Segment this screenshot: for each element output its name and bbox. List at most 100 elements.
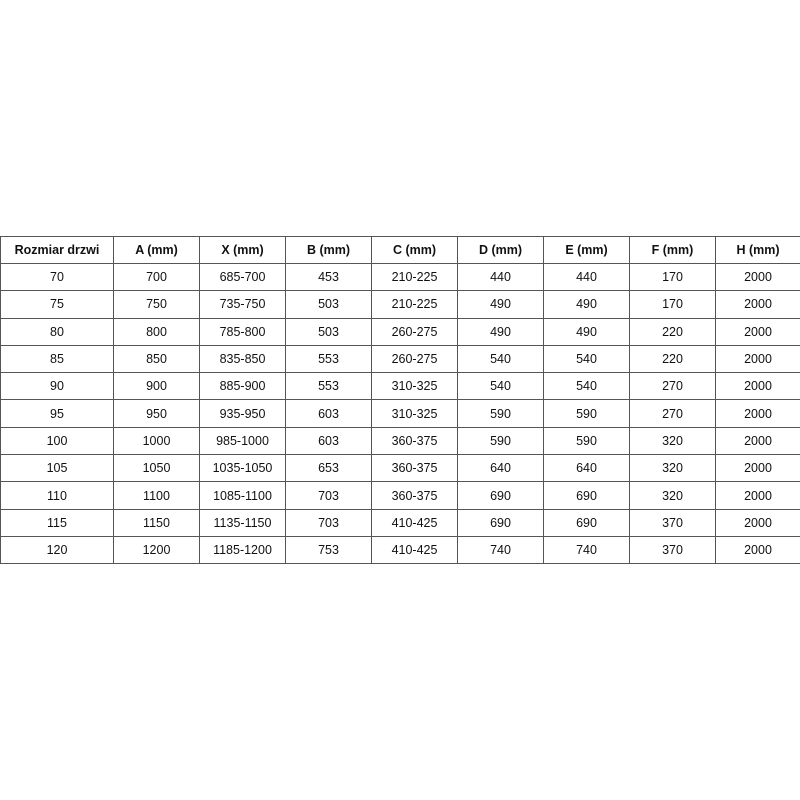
table-cell: 690 (457, 481, 544, 510)
column-header: E (mm) (543, 236, 630, 264)
table-cell: 410-425 (371, 535, 458, 565)
table-cell: 370 (629, 508, 716, 537)
table-cell: 1085-1100 (199, 481, 286, 510)
table-cell: 735-750 (199, 290, 286, 319)
table-cell: 220 (629, 344, 716, 374)
table-cell: 603 (285, 399, 372, 428)
table-cell: 210-225 (371, 262, 458, 292)
table-cell: 540 (457, 344, 544, 374)
table-cell: 553 (285, 372, 372, 401)
table-cell: 440 (543, 262, 630, 292)
table-cell: 590 (543, 426, 630, 456)
table-cell: 540 (457, 372, 544, 401)
table-cell: 1135-1150 (199, 508, 286, 537)
table-cell: 320 (629, 426, 716, 456)
table-cell: 270 (629, 372, 716, 401)
table-row: 110 1100 1085-1100 703 360-375 690 690 320 2000 (0, 481, 800, 510)
table-cell: 80 (0, 317, 114, 346)
table-cell: 90 (0, 372, 114, 401)
table-cell: 360-375 (371, 454, 458, 483)
table-cell: 2000 (715, 262, 800, 292)
table-cell: 653 (285, 454, 372, 483)
table-cell: 2000 (715, 535, 800, 565)
table-cell: 590 (543, 399, 630, 428)
table-row: 75 750 735-750 503 210-225 490 490 170 2000 (0, 290, 800, 319)
table-cell: 835-850 (199, 344, 286, 374)
table-cell: 70 (0, 262, 114, 292)
table-cell: 490 (457, 317, 544, 346)
column-header: A (mm) (113, 236, 200, 264)
table-row: 100 1000 985-1000 603 360-375 590 590 320 2000 (0, 426, 800, 456)
table-cell: 170 (629, 262, 716, 292)
table-cell: 120 (0, 535, 114, 565)
table-cell: 2000 (715, 481, 800, 510)
table-cell: 440 (457, 262, 544, 292)
table-cell: 690 (457, 508, 544, 537)
table-cell: 703 (285, 508, 372, 537)
table-cell: 95 (0, 399, 114, 428)
table-cell: 685-700 (199, 262, 286, 292)
table-cell: 85 (0, 344, 114, 374)
column-header: D (mm) (457, 236, 544, 264)
table-cell: 2000 (715, 372, 800, 401)
table-cell: 603 (285, 426, 372, 456)
table-cell: 360-375 (371, 481, 458, 510)
table-cell: 690 (543, 481, 630, 510)
table-cell: 220 (629, 317, 716, 346)
table-cell: 540 (543, 344, 630, 374)
table-cell: 740 (543, 535, 630, 565)
table-cell: 310-325 (371, 372, 458, 401)
table-cell: 2000 (715, 344, 800, 374)
table-cell: 110 (0, 481, 114, 510)
table-row: 115 1150 1135-1150 703 410-425 690 690 370 2000 (0, 508, 800, 537)
table-cell: 1035-1050 (199, 454, 286, 483)
table-cell: 503 (285, 317, 372, 346)
column-header: Rozmiar drzwi (0, 236, 114, 264)
table-cell: 2000 (715, 317, 800, 346)
table-cell: 2000 (715, 454, 800, 483)
table-cell: 900 (113, 372, 200, 401)
table-cell: 590 (457, 399, 544, 428)
table-cell: 100 (0, 426, 114, 456)
table-cell: 2000 (715, 426, 800, 456)
table-cell: 703 (285, 481, 372, 510)
table-row: 80 800 785-800 503 260-275 490 490 220 2000 (0, 317, 800, 346)
table-cell: 270 (629, 399, 716, 428)
table-cell: 1050 (113, 454, 200, 483)
column-header: X (mm) (199, 236, 286, 264)
table-cell: 785-800 (199, 317, 286, 346)
table-cell: 1185-1200 (199, 535, 286, 565)
table-cell: 490 (543, 290, 630, 319)
table-cell: 753 (285, 535, 372, 565)
table-cell: 800 (113, 317, 200, 346)
table-cell: 740 (457, 535, 544, 565)
column-header: B (mm) (285, 236, 372, 264)
table-cell: 170 (629, 290, 716, 319)
column-header: F (mm) (629, 236, 716, 264)
table-cell: 210-225 (371, 290, 458, 319)
table-cell: 1200 (113, 535, 200, 565)
table-cell: 320 (629, 454, 716, 483)
table-cell: 410-425 (371, 508, 458, 537)
table-cell: 935-950 (199, 399, 286, 428)
table-cell: 850 (113, 344, 200, 374)
table-cell: 75 (0, 290, 114, 319)
table-row: 70 700 685-700 453 210-225 440 440 170 2000 (0, 262, 800, 292)
table-cell: 260-275 (371, 317, 458, 346)
table-cell: 490 (543, 317, 630, 346)
table-cell: 1100 (113, 481, 200, 510)
table-row: 85 850 835-850 553 260-275 540 540 220 2000 (0, 344, 800, 374)
table-cell: 553 (285, 344, 372, 374)
table-cell: 690 (543, 508, 630, 537)
table-cell: 2000 (715, 508, 800, 537)
table-cell: 2000 (715, 290, 800, 319)
table-cell: 950 (113, 399, 200, 428)
table-row: 90 900 885-900 553 310-325 540 540 270 2000 (0, 372, 800, 401)
dimensions-table: Rozmiar drzwi A (mm) X (mm) B (mm) C (mm) D (… (0, 236, 800, 565)
table-cell: 1000 (113, 426, 200, 456)
table-cell: 750 (113, 290, 200, 319)
table-cell: 590 (457, 426, 544, 456)
table-row: 120 1200 1185-1200 753 410-425 740 740 370 2000 (0, 535, 800, 565)
table-cell: 640 (457, 454, 544, 483)
table-cell: 260-275 (371, 344, 458, 374)
